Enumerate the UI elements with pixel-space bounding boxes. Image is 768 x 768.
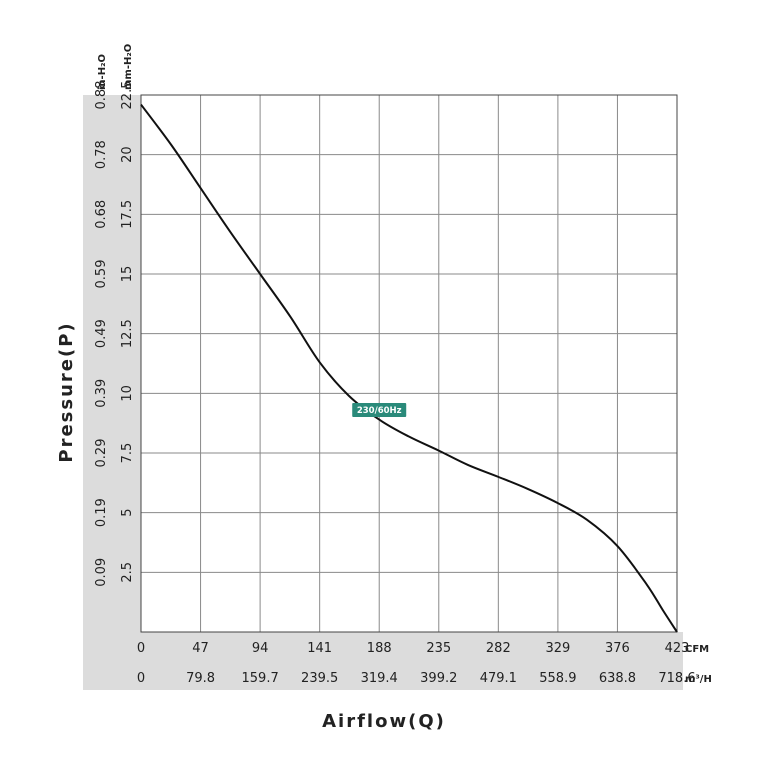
y-unit-in: in-H₂O [97,54,108,90]
x-tick-label-m3h: 79.8 [186,671,215,686]
series-line-230-60hz [140,103,678,633]
x-tick-label-m3h: 558.9 [539,671,576,686]
y-tick-label-mm: 22.5 [120,81,135,110]
x-tick-label-m3h: 399.2 [420,671,457,686]
x-tick-label-cfm: 423 [665,641,690,656]
x-tick-label-m3h: 319.4 [361,671,398,686]
y-tick-label-in: 0.59 [94,260,109,289]
y-tick-label-mm: 2.5 [120,562,135,583]
annotation-badge [352,403,407,418]
y-tick-labels-mm: 2.5 5 7.5 10 12.5 15 17.5 20 22.5 [120,81,135,583]
plot-border [140,94,678,633]
y-tick-label-in: 0.68 [94,200,109,229]
x-tick-labels-cfm: 0 47 94 141 188 235 282 329 376 423 [137,641,690,656]
x-tick-label-m3h: 239.5 [301,671,338,686]
x-tick-label-cfm: 188 [367,641,392,656]
x-tick-label-cfm: 0 [137,641,145,656]
y-tick-label-mm: 17.5 [120,200,135,229]
y-tick-label-mm: 7.5 [120,443,135,464]
y-tick-label-mm: 12.5 [120,319,135,348]
y-tick-labels-in: 0.09 0.19 0.29 0.39 0.49 0.59 0.68 0.78 0.88 [94,81,109,587]
left-axis-band [83,95,141,690]
x-tick-label-m3h: 0 [137,671,145,686]
y-tick-label-in: 0.88 [94,81,109,110]
x-tick-labels-m3h: 0 79.8 159.7 239.5 319.4 399.2 479.1 558.9 638.8… [137,671,696,686]
y-unit-mm: mm-H₂O [123,44,134,90]
x-tick-label-m3h: 159.7 [242,671,279,686]
x-unit-m3h: m³/H [685,674,712,685]
y-tick-label-mm: 5 [120,509,135,517]
x-axis-title: Airflow(Q) [322,711,446,732]
bottom-axis-band [83,632,683,690]
x-tick-label-m3h: 718.6 [658,671,695,686]
annotation-label: 230/60Hz [357,406,402,416]
y-tick-label-mm: 10 [120,385,135,402]
plot-area [141,95,677,632]
x-tick-label-cfm: 141 [307,641,332,656]
y-tick-label-in: 0.29 [94,439,109,468]
x-tick-label-m3h: 638.8 [599,671,636,686]
x-tick-label-cfm: 47 [192,641,209,656]
x-tick-label-cfm: 329 [545,641,570,656]
series-annotation: 230/60Hz [352,403,407,418]
x-tick-label-cfm: 94 [252,641,269,656]
y-tick-label-in: 0.19 [94,498,109,527]
y-tick-label-mm: 20 [120,146,135,163]
x-tick-label-m3h: 479.1 [480,671,517,686]
x-tick-label-cfm: 376 [605,641,630,656]
y-axis-title: Pressure(P) [56,321,77,462]
y-tick-label-in: 0.78 [94,140,109,169]
y-tick-label-in: 0.49 [94,319,109,348]
x-tick-label-cfm: 235 [426,641,451,656]
y-tick-label-in: 0.09 [94,558,109,587]
x-unit-cfm: CFM [685,644,709,655]
grid [141,94,678,632]
y-tick-label-mm: 15 [120,266,135,283]
x-tick-label-cfm: 282 [486,641,511,656]
y-tick-label-in: 0.39 [94,379,109,408]
